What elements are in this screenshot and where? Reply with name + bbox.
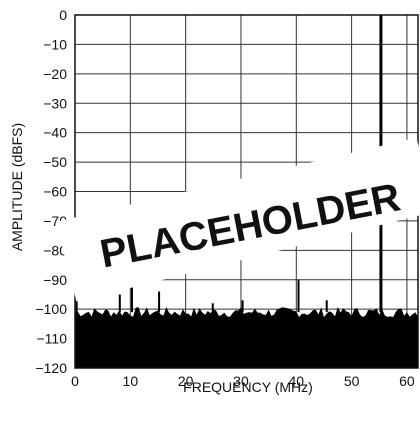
x-tick-label: 20 xyxy=(178,373,194,389)
y-tick-label: −30 xyxy=(43,95,67,111)
x-tick-label: 40 xyxy=(289,373,305,389)
y-tick-label: −50 xyxy=(43,154,67,170)
y-tick-label: −10 xyxy=(43,36,67,52)
x-tick-labels: 0 10 20 30 40 50 60 xyxy=(71,373,415,389)
noise-floor-area xyxy=(75,307,418,368)
x-tick-label: 30 xyxy=(233,373,249,389)
y-tick-label: −110 xyxy=(37,331,68,347)
y-tick-label: −40 xyxy=(43,125,67,141)
y-axis-label: AMPLITUDE (dBFS) xyxy=(9,123,25,251)
y-tick-label: −120 xyxy=(35,360,67,376)
x-tick-label: 0 xyxy=(71,373,79,389)
watermark: PLACEHOLDER xyxy=(55,137,420,302)
noise-floor xyxy=(75,307,418,368)
x-tick-label: 50 xyxy=(344,373,360,389)
y-tick-label: −20 xyxy=(43,66,67,82)
x-axis-label: FREQUENCY (MHz) xyxy=(183,379,313,395)
y-tick-label: −60 xyxy=(43,184,67,200)
y-tick-label: 0 xyxy=(59,7,67,23)
x-tick-label: 60 xyxy=(399,373,415,389)
y-tick-label: −90 xyxy=(43,272,67,288)
x-tick-label: 10 xyxy=(123,373,139,389)
y-tick-labels: 0−10−20−30−40−50−60−70−80−90−100−110−120 xyxy=(35,7,67,376)
y-tick-label: −80 xyxy=(43,242,67,258)
y-tick-label: −100 xyxy=(35,301,67,317)
